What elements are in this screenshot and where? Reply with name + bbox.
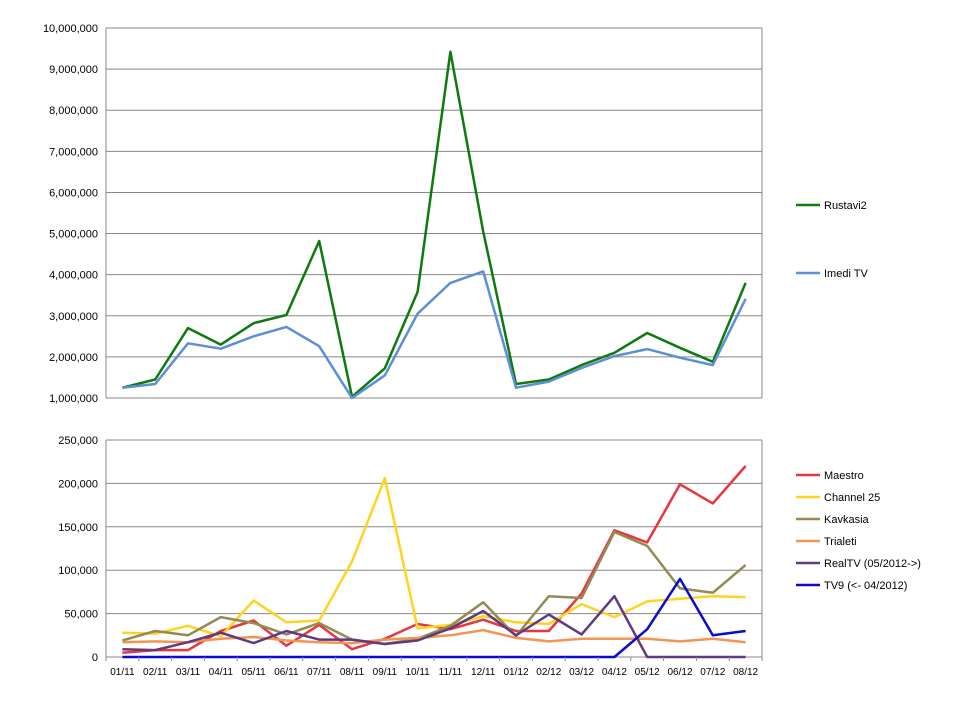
series-line-realtv-05-2012 [122, 594, 746, 659]
x-tick-label: 04/11 [209, 667, 234, 678]
x-tick-label: 03/11 [176, 667, 201, 678]
series-line-kavkasia [122, 530, 747, 646]
x-tick-label: 03/12 [569, 667, 594, 678]
x-tick-label: 09/11 [373, 667, 398, 678]
x-tick-label: 06/12 [667, 667, 692, 678]
x-tick-label: 01/11 [110, 667, 135, 678]
y-tick-label: 10,000,000 [43, 23, 98, 35]
x-tick-label: 05/11 [241, 667, 266, 678]
y-tick-label: 7,000,000 [49, 146, 98, 158]
y-tick-label: 50,000 [64, 609, 98, 621]
x-tick-label: 04/12 [602, 667, 627, 678]
series-line-trialeti [122, 628, 746, 645]
legend-label-kavkasia: Kavkasia [824, 514, 870, 526]
y-tick-label: 2,000,000 [49, 352, 98, 364]
upper-panel: 10,000,000 9,000,000 8,000,000 7,000,000 6,0… [43, 23, 763, 405]
y-tick-label: 9,000,000 [49, 64, 98, 76]
x-tick-label: 07/11 [307, 667, 332, 678]
series-line-rustavi2 [122, 50, 747, 399]
x-tick-label: 05/12 [635, 667, 660, 678]
x-tick-label: 02/12 [536, 667, 561, 678]
y-tick-label: 5,000,000 [49, 229, 98, 241]
x-axis: 01/11 02/11 03/11 04/11 05/11 06/11 07/11 08/11… [105, 657, 763, 678]
legend-label-imedi-tv: Imedi TV [824, 268, 868, 280]
legend-label-rustavi2: Rustavi2 [824, 200, 867, 212]
legend-label-tv9-04-2012: TV9 (<- 04/2012) [824, 580, 907, 592]
x-tick-label: 01/12 [503, 667, 528, 678]
legend-label-maestro: Maestro [824, 470, 864, 482]
y-tick-label: 6,000,000 [49, 187, 98, 199]
legend-label-trialeti: Trialeti [824, 536, 857, 548]
y-tick-label: 0 [92, 652, 98, 664]
series-line-imedi-tv [122, 270, 747, 400]
legend-label-realtv-05-2012: RealTV (05/2012->) [824, 558, 921, 570]
x-tick-label: 08/12 [733, 667, 758, 678]
y-tick-label: 3,000,000 [49, 311, 98, 323]
y-tick-label: 8,000,000 [49, 105, 98, 117]
series-line-maestro [122, 465, 747, 654]
series-line-tv9-04-2012 [122, 577, 746, 659]
x-tick-label: 06/11 [274, 667, 299, 678]
y-tick-label: 4,000,000 [49, 270, 98, 282]
legend-lower: Maestro Channel 25 Kavkasia Trialeti RealTV … [796, 470, 921, 592]
x-tick-label: 07/12 [700, 667, 725, 678]
x-tick-label: 08/11 [340, 667, 365, 678]
y-tick-label: 1,000,000 [49, 393, 98, 405]
series-line-channel-25 [122, 476, 746, 638]
y-tick-label: 250,000 [58, 435, 98, 447]
y-tick-label: 100,000 [58, 565, 98, 577]
x-tick-label: 10/11 [405, 667, 430, 678]
lower-panel: 250,000 200,000 150,000 100,000 50,000 0 [58, 435, 763, 664]
x-tick-label: 11/11 [439, 667, 463, 678]
y-tick-label: 150,000 [58, 522, 98, 534]
legend-upper: Rustavi2 Imedi TV [796, 200, 868, 280]
x-tick-label: 12/11 [471, 667, 496, 678]
x-tick-label: 02/11 [143, 667, 168, 678]
legend-label-channel-25: Channel 25 [824, 492, 880, 504]
y-tick-label: 200,000 [58, 478, 98, 490]
